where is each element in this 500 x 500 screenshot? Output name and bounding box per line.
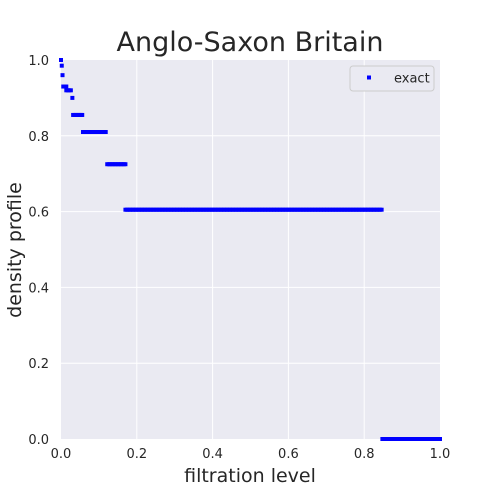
data-point [80,112,85,117]
data-point [64,84,69,89]
data-point [68,88,73,93]
data-point [438,437,442,441]
x-tick-label: 0.2 [126,447,147,462]
legend: exact [349,65,435,92]
y-tick-label: 0.8 [28,130,49,145]
x-tick-label: 0.4 [202,447,223,462]
y-tick-label: 1.0 [28,54,49,69]
data-point [60,73,65,78]
data-point [59,63,64,68]
chart-title: Anglo-Saxon Britain [117,27,384,58]
plot-area [61,60,440,439]
y-tick-label: 0.0 [28,433,49,448]
x-tick-label: 0.0 [51,447,72,462]
data-point [123,162,128,167]
x-tick-labels: 0.0 0.2 0.4 0.6 0.8 1.0 [51,447,451,462]
legend-marker [367,75,371,80]
data-point [379,207,384,212]
data-point [103,130,108,135]
y-tick-label: 0.4 [28,281,49,296]
y-tick-label: 0.2 [28,357,49,372]
x-axis-title: filtration level [184,465,316,487]
y-tick-labels: 0.0 0.2 0.4 0.6 0.8 1.0 [28,54,49,448]
y-axis-title: density profile [4,182,26,318]
legend-label-exact: exact [394,72,430,87]
data-points [59,58,442,441]
x-tick-label: 0.8 [354,447,375,462]
legend-box [349,65,435,92]
y-tick-label: 0.6 [28,206,49,221]
data-point [59,58,63,62]
x-tick-label: 0.6 [278,447,299,462]
data-point [70,95,75,100]
x-tick-label: 1.0 [430,447,451,462]
